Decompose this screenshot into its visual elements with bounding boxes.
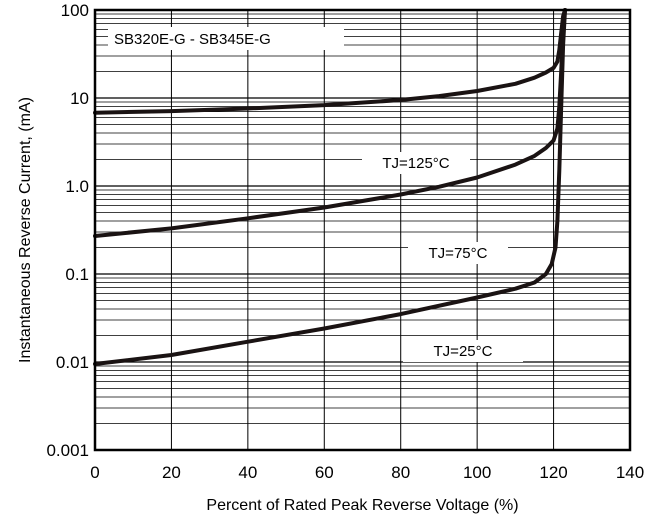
x-tick-label: 60 bbox=[315, 463, 334, 482]
chart-title-box bbox=[108, 27, 344, 50]
y-tick-label: 10 bbox=[70, 89, 89, 108]
curve-label: TJ=125°C bbox=[382, 155, 449, 172]
x-tick-label: 0 bbox=[90, 463, 99, 482]
y-tick-label: 0.1 bbox=[65, 265, 89, 284]
y-tick-label: 0.01 bbox=[56, 353, 89, 372]
y-tick-label: 100 bbox=[61, 1, 89, 20]
x-tick-label: 20 bbox=[162, 463, 181, 482]
chart-title: SB320E-G - SB345E-G bbox=[114, 31, 271, 48]
x-tick-label: 40 bbox=[238, 463, 257, 482]
y-tick-label: 1.0 bbox=[65, 177, 89, 196]
plot-frame bbox=[93, 8, 632, 452]
curve-label-box bbox=[403, 340, 523, 362]
x-tick-labels: 0 20 40 60 80 100 120 140 bbox=[90, 463, 644, 482]
x-axis-label: Percent of Rated Peak Reverse Voltage (%… bbox=[206, 497, 518, 514]
x-tick-label: 140 bbox=[616, 463, 644, 482]
series-curves bbox=[93, 8, 567, 366]
grid bbox=[95, 10, 630, 450]
series-line-1 bbox=[93, 8, 567, 115]
curve-label-box bbox=[362, 152, 470, 174]
curve-label: TJ=25°C bbox=[434, 343, 493, 360]
x-tick-label: 80 bbox=[391, 463, 410, 482]
curve-label-box bbox=[408, 242, 508, 264]
y-tick-label: 0.001 bbox=[46, 441, 89, 460]
curve-labels: TJ=125°C TJ=75°C TJ=25°C bbox=[362, 152, 523, 362]
x-tick-label: 120 bbox=[539, 463, 567, 482]
y-axis-label: Instantaneous Reverse Current, (mA) bbox=[17, 97, 34, 363]
series-line-3 bbox=[93, 8, 567, 366]
y-tick-labels: 0.001 0.01 0.1 1.0 10 100 bbox=[46, 1, 89, 460]
curve-label: TJ=75°C bbox=[429, 245, 488, 262]
x-tick-label: 100 bbox=[463, 463, 491, 482]
